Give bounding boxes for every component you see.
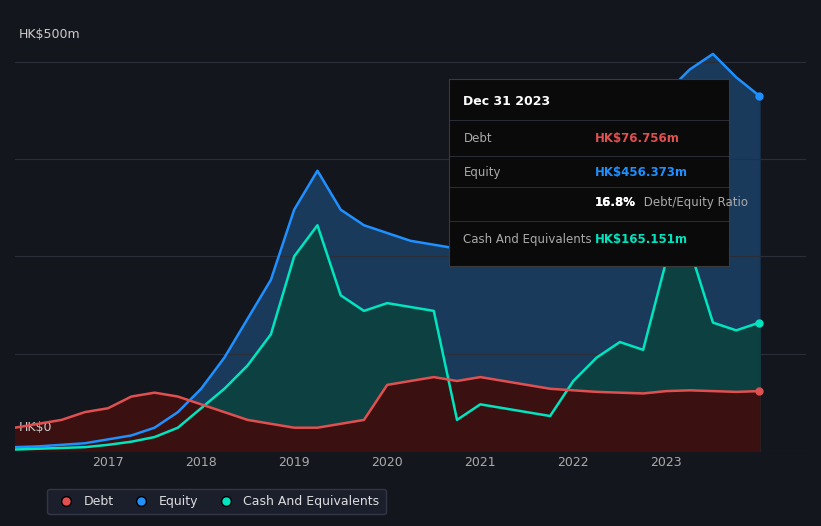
Text: Debt: Debt: [463, 133, 492, 146]
Text: 16.8%: 16.8%: [595, 196, 636, 209]
Text: HK$500m: HK$500m: [19, 28, 80, 41]
Text: HK$76.756m: HK$76.756m: [595, 133, 680, 146]
Text: Equity: Equity: [463, 166, 501, 179]
Text: Cash And Equivalents: Cash And Equivalents: [463, 233, 592, 246]
Text: HK$456.373m: HK$456.373m: [595, 166, 688, 179]
Text: HK$0: HK$0: [19, 421, 53, 433]
Text: HK$165.151m: HK$165.151m: [595, 233, 688, 246]
Text: Dec 31 2023: Dec 31 2023: [463, 95, 551, 108]
Text: 16.8%: 16.8%: [595, 196, 636, 209]
Legend: Debt, Equity, Cash And Equivalents: Debt, Equity, Cash And Equivalents: [48, 489, 386, 514]
Text: Debt/Equity Ratio: Debt/Equity Ratio: [640, 196, 748, 209]
